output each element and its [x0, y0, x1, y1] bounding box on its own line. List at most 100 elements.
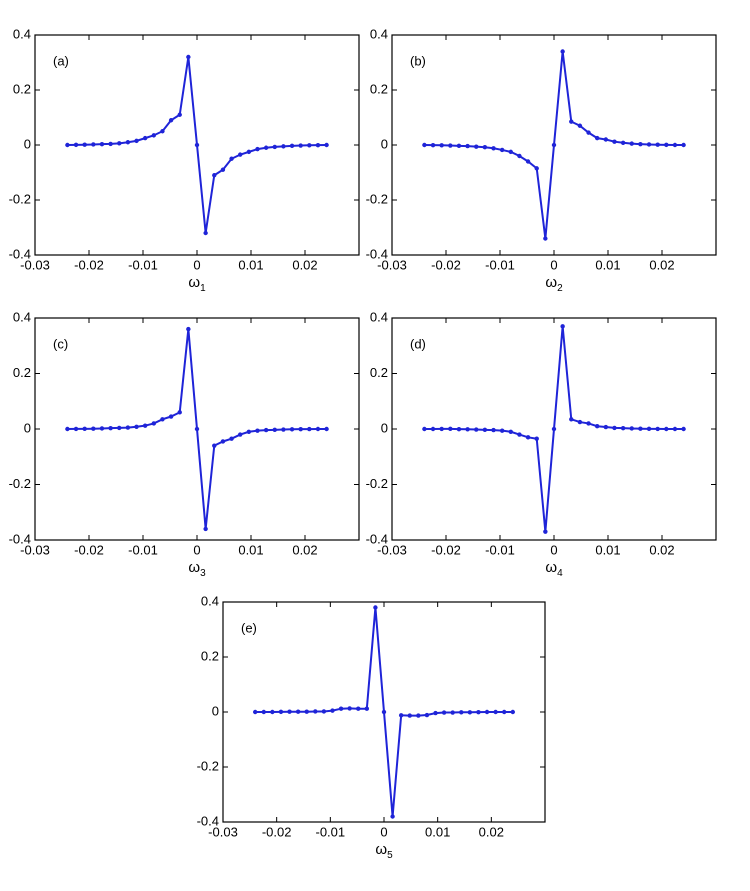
data-point [586, 421, 591, 426]
data-point [525, 435, 531, 440]
x-tick-label: 0.02 [292, 257, 317, 272]
data-point [407, 713, 412, 718]
x-axis-label: ω3 [188, 559, 206, 579]
data-point [82, 426, 87, 432]
data-point [586, 130, 591, 135]
y-tick-label: 0.4 [13, 309, 31, 324]
x-axis-label: ω5 [375, 841, 393, 861]
data-point [229, 436, 234, 441]
data-point [681, 426, 686, 432]
data-point [194, 142, 200, 148]
data-point [502, 709, 507, 715]
data-point [430, 426, 436, 432]
data-point [212, 443, 217, 448]
data-point [508, 149, 513, 155]
data-point [212, 173, 217, 178]
data-point [551, 426, 557, 432]
data-point [595, 424, 600, 429]
y-tick-label: 0.4 [370, 309, 388, 324]
data-point [151, 421, 156, 426]
data-point [229, 156, 234, 161]
data-point [313, 709, 318, 714]
x-tick-label: -0.01 [316, 824, 346, 839]
data-point [491, 427, 496, 433]
data-point [281, 427, 286, 432]
data-point [289, 427, 295, 432]
x-axis-label: ω4 [545, 559, 563, 579]
data-point [99, 426, 105, 431]
x-tick-label: 0 [193, 257, 200, 272]
subplot: -0.4 -0.2 0 0.2 0.4 -0.03 -0.02 -0.01 0 0.01 0.02 (… [197, 593, 546, 861]
data-point [510, 709, 515, 715]
data-point [255, 146, 260, 152]
data-point [467, 710, 473, 715]
x-tick-label: -0.03 [20, 257, 50, 272]
data-point [315, 426, 321, 432]
data-point [620, 425, 626, 431]
data-point [338, 706, 344, 711]
data-point [272, 427, 277, 433]
data-point [638, 426, 643, 431]
data-point [459, 710, 464, 715]
data-point [517, 432, 522, 437]
x-axis-label: ω1 [188, 274, 206, 294]
data-point [186, 54, 191, 60]
data-point [142, 135, 148, 141]
data-point [168, 118, 174, 123]
x-tick-label: -0.01 [485, 542, 515, 557]
data-point [577, 419, 583, 425]
data-point [117, 141, 122, 146]
data-point [142, 423, 148, 428]
y-tick-label: -0.4 [9, 246, 31, 261]
data-point [364, 706, 370, 711]
data-point [246, 429, 252, 434]
x-tick-label: 0.01 [238, 542, 263, 557]
data-point [664, 142, 669, 148]
data-point [307, 426, 312, 432]
y-tick-label: -0.2 [366, 191, 388, 206]
data-point [73, 142, 79, 148]
data-point [493, 709, 498, 715]
data-point [612, 139, 617, 144]
data-point [603, 137, 609, 142]
panel-label: (d) [410, 336, 426, 351]
data-point [398, 713, 404, 718]
data-point [73, 426, 79, 432]
data-point [646, 426, 652, 432]
data-point [270, 709, 275, 715]
data-point [577, 123, 583, 128]
data-point [482, 145, 488, 150]
y-tick-label: -0.2 [366, 476, 388, 491]
x-tick-label: 0 [550, 542, 557, 557]
x-tick-label: 0 [550, 257, 557, 272]
x-axis-label-subscript: 3 [200, 568, 206, 579]
x-axis-label-symbol: ω [375, 841, 387, 858]
data-point [655, 142, 660, 147]
y-tick-label: 0.2 [13, 365, 31, 380]
panel-label: (e) [241, 620, 257, 635]
data-point [560, 49, 565, 54]
y-tick-label: -0.2 [9, 476, 31, 491]
data-point [177, 410, 182, 415]
y-tick-label: -0.4 [366, 246, 388, 261]
data-point [177, 112, 182, 117]
data-point [672, 142, 678, 148]
data-point [390, 814, 395, 819]
data-point [612, 425, 617, 431]
data-point [261, 709, 266, 715]
data-point [456, 143, 462, 149]
data-point [238, 152, 243, 157]
data-point [441, 710, 447, 715]
x-tick-label: -0.02 [74, 542, 104, 557]
data-point [491, 146, 496, 151]
data-point [186, 326, 191, 332]
x-tick-label: -0.01 [485, 257, 515, 272]
data-point [321, 709, 327, 714]
data-point [194, 426, 200, 432]
data-point [253, 709, 258, 715]
data-point [295, 709, 301, 714]
data-point [450, 710, 455, 715]
data-point [220, 439, 226, 444]
subplot: -0.4 -0.2 0 0.2 0.4 -0.03 -0.02 -0.01 0 0.01 0.02 (… [9, 26, 360, 294]
data-point [433, 710, 438, 716]
